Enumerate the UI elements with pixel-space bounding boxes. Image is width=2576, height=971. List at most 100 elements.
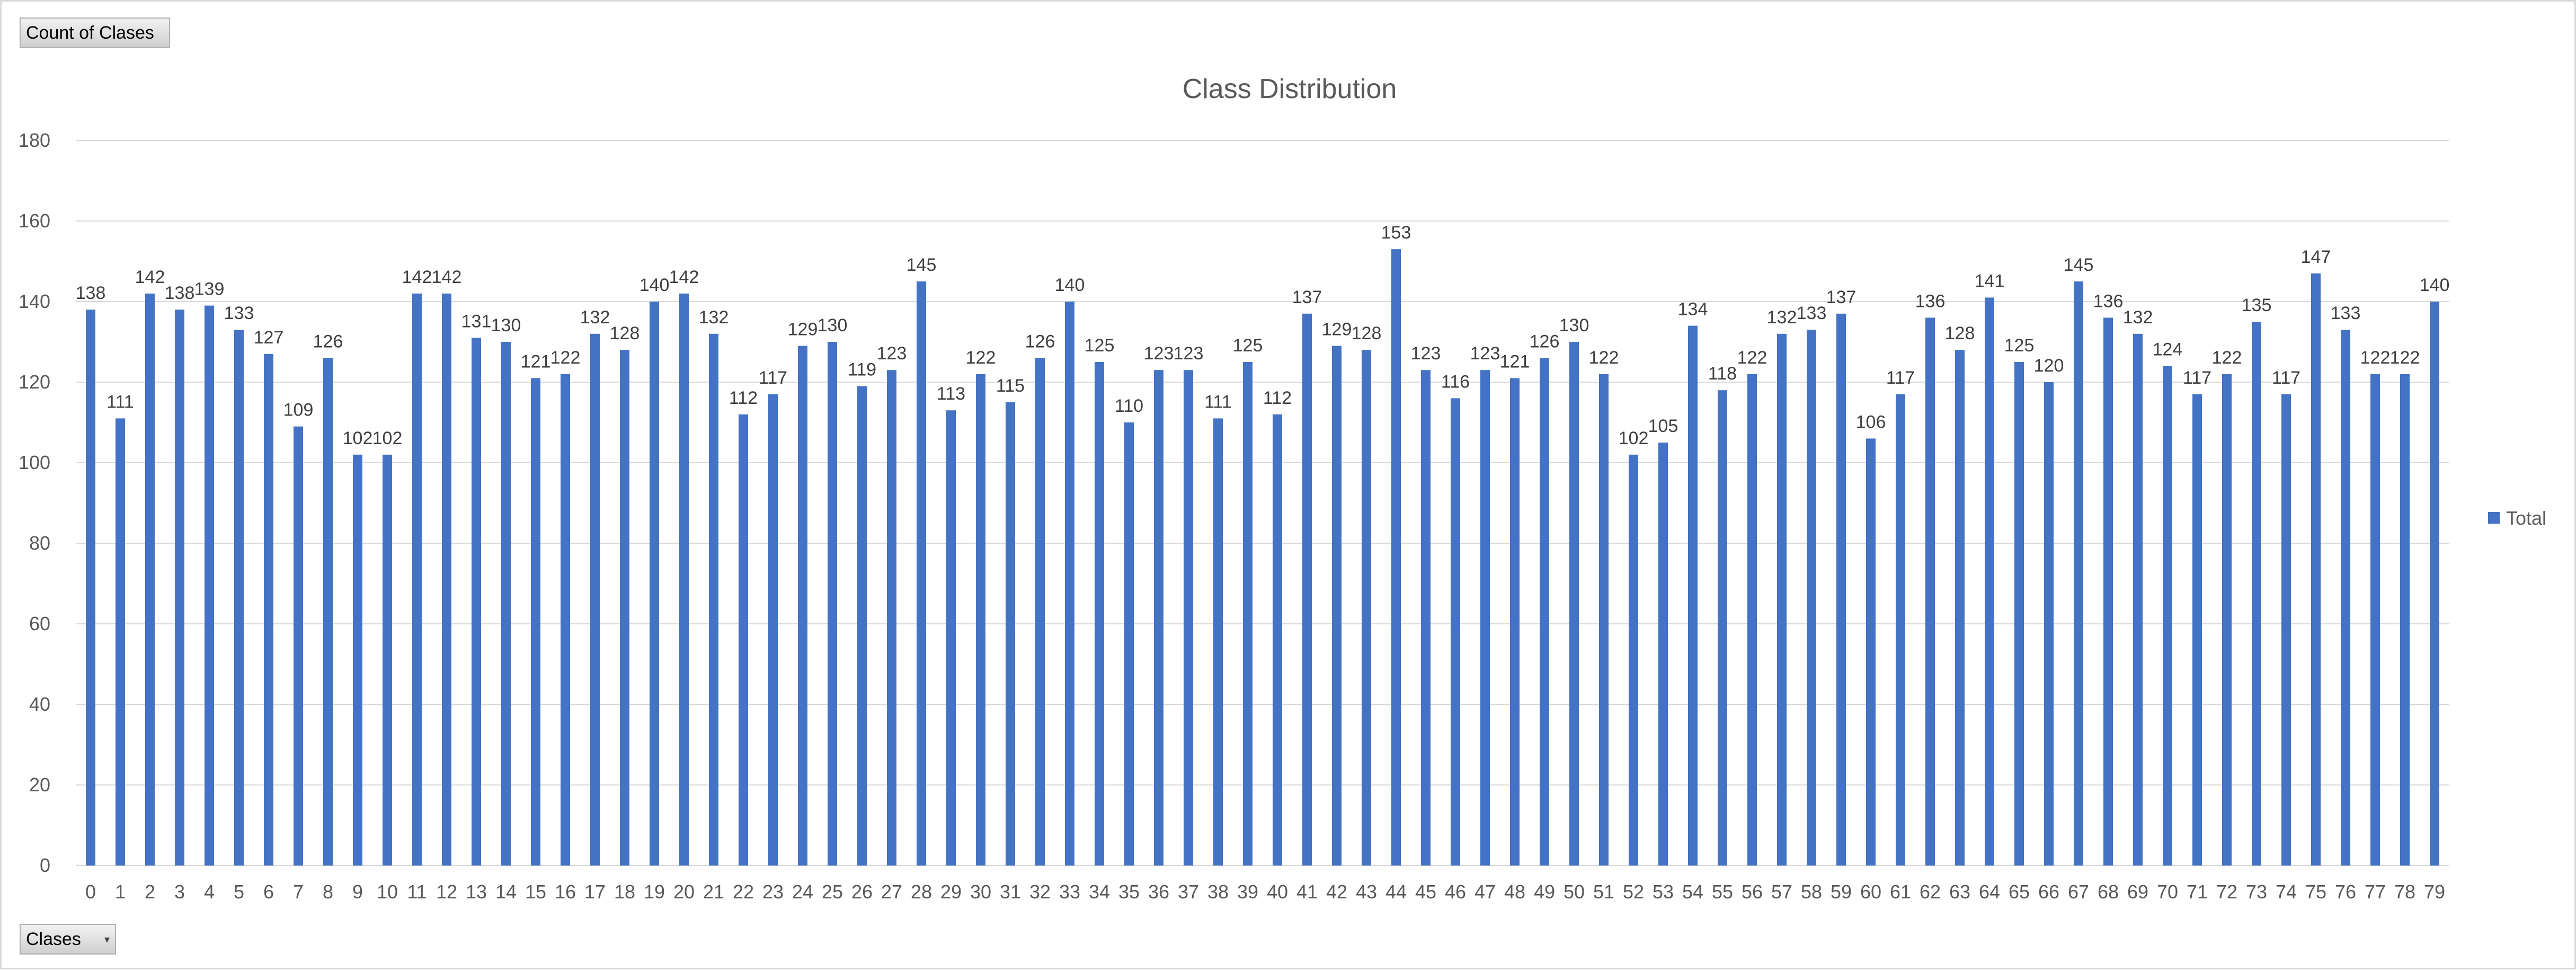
data-label: 122 bbox=[2360, 348, 2391, 368]
data-label: 125 bbox=[1233, 336, 1263, 356]
data-label: 138 bbox=[165, 283, 195, 303]
x-tick-label: 45 bbox=[1415, 881, 1436, 903]
data-label: 126 bbox=[313, 331, 343, 351]
data-label: 140 bbox=[2420, 275, 2450, 295]
data-label: 142 bbox=[432, 267, 462, 287]
data-label: 123 bbox=[1470, 343, 1500, 364]
x-tick-label: 14 bbox=[495, 881, 517, 903]
dropdown-arrow-icon[interactable]: ▾ bbox=[104, 933, 110, 946]
bar bbox=[650, 302, 659, 866]
bar bbox=[1836, 313, 1846, 866]
x-tick-label: 9 bbox=[352, 881, 363, 903]
data-label: 142 bbox=[669, 267, 699, 287]
x-tick-label: 77 bbox=[2365, 881, 2386, 903]
x-tick-label: 11 bbox=[407, 881, 427, 903]
bar bbox=[857, 386, 867, 866]
data-label: 130 bbox=[1559, 315, 1589, 336]
data-label: 125 bbox=[2004, 336, 2035, 356]
bar bbox=[679, 293, 689, 866]
bar bbox=[2252, 322, 2261, 866]
data-label: 139 bbox=[194, 279, 225, 299]
data-label: 120 bbox=[2034, 356, 2064, 376]
bars bbox=[86, 249, 2439, 866]
bar bbox=[1985, 297, 1994, 866]
bar bbox=[1451, 398, 1460, 866]
x-tick-label: 57 bbox=[1771, 881, 1792, 903]
x-tick-label: 4 bbox=[204, 881, 215, 903]
data-label: 132 bbox=[580, 307, 610, 328]
x-tick-label: 22 bbox=[733, 881, 754, 903]
bar bbox=[234, 330, 244, 866]
axis-field-label: Clases bbox=[26, 929, 81, 949]
data-label: 128 bbox=[1352, 323, 1382, 343]
x-tick-label: 69 bbox=[2127, 881, 2148, 903]
x-tick-label: 63 bbox=[1949, 881, 1970, 903]
x-tick-label: 35 bbox=[1118, 881, 1140, 903]
bar bbox=[383, 454, 392, 866]
bar bbox=[2430, 302, 2439, 866]
bar bbox=[2103, 317, 2113, 866]
x-tick-label: 19 bbox=[644, 881, 665, 903]
x-tick-label: 43 bbox=[1356, 881, 1377, 903]
x-tick-label: 32 bbox=[1029, 881, 1051, 903]
bar bbox=[590, 333, 600, 866]
data-label: 117 bbox=[1886, 368, 1915, 388]
bar bbox=[798, 346, 807, 866]
data-label: 115 bbox=[996, 376, 1025, 396]
x-tick-label: 62 bbox=[1920, 881, 1941, 903]
bar bbox=[145, 293, 155, 866]
data-label: 105 bbox=[1648, 416, 1678, 436]
bar bbox=[2222, 374, 2232, 866]
x-tick-label: 26 bbox=[851, 881, 873, 903]
axis-field-button[interactable]: Clases ▾ bbox=[20, 924, 116, 955]
data-label: 138 bbox=[76, 283, 106, 303]
x-tick-label: 25 bbox=[822, 881, 843, 903]
data-label: 111 bbox=[1204, 392, 1232, 412]
x-tick-label: 64 bbox=[1979, 881, 2000, 903]
x-tick-label: 40 bbox=[1267, 881, 1288, 903]
x-tick-label: 2 bbox=[145, 881, 155, 903]
bar bbox=[2311, 273, 2321, 866]
data-label: 128 bbox=[1945, 323, 1975, 343]
x-tick-label: 65 bbox=[2009, 881, 2030, 903]
bar bbox=[1184, 370, 1193, 866]
values-field-button[interactable]: Count of Clases bbox=[20, 17, 170, 48]
x-tick-label: 31 bbox=[1000, 881, 1021, 903]
data-label: 136 bbox=[1915, 291, 1946, 311]
bar bbox=[1154, 370, 1163, 866]
x-tick-label: 46 bbox=[1445, 881, 1466, 903]
bar bbox=[2281, 394, 2291, 866]
x-tick-label: 21 bbox=[703, 881, 724, 903]
x-tick-label: 27 bbox=[881, 881, 902, 903]
data-label: 135 bbox=[2242, 295, 2272, 315]
x-tick-label: 56 bbox=[1742, 881, 1763, 903]
x-axis-ticks: 0 1 2 3 4 5 6 7 8 9 10 11 12 13 14 15 16 17 18 19 20 21 22 23 24… bbox=[85, 881, 2445, 903]
x-tick-label: 71 bbox=[2187, 881, 2208, 903]
x-tick-label: 49 bbox=[1534, 881, 1555, 903]
bar bbox=[1866, 438, 1876, 866]
data-label: 142 bbox=[402, 267, 432, 287]
bar bbox=[1569, 342, 1579, 866]
legend-entry: Total bbox=[2506, 507, 2546, 529]
bar bbox=[976, 374, 985, 866]
x-tick-label: 0 bbox=[85, 881, 96, 903]
bar bbox=[86, 310, 95, 866]
data-label: 147 bbox=[2301, 247, 2331, 267]
x-tick-label: 8 bbox=[323, 881, 333, 903]
x-tick-label: 3 bbox=[174, 881, 185, 903]
bar bbox=[323, 358, 333, 866]
x-tick-label: 66 bbox=[2038, 881, 2059, 903]
bar bbox=[2014, 362, 2024, 866]
x-tick-label: 61 bbox=[1890, 881, 1911, 903]
bar bbox=[1807, 330, 1816, 866]
bar bbox=[1718, 390, 1727, 866]
x-tick-label: 23 bbox=[762, 881, 784, 903]
bar bbox=[946, 410, 956, 866]
y-tick-label: 140 bbox=[19, 290, 50, 312]
data-label: 132 bbox=[2123, 307, 2153, 328]
bar bbox=[561, 374, 570, 866]
x-tick-label: 7 bbox=[293, 881, 304, 903]
bar bbox=[709, 333, 718, 866]
data-label: 145 bbox=[2064, 255, 2094, 275]
bar bbox=[2370, 374, 2380, 866]
